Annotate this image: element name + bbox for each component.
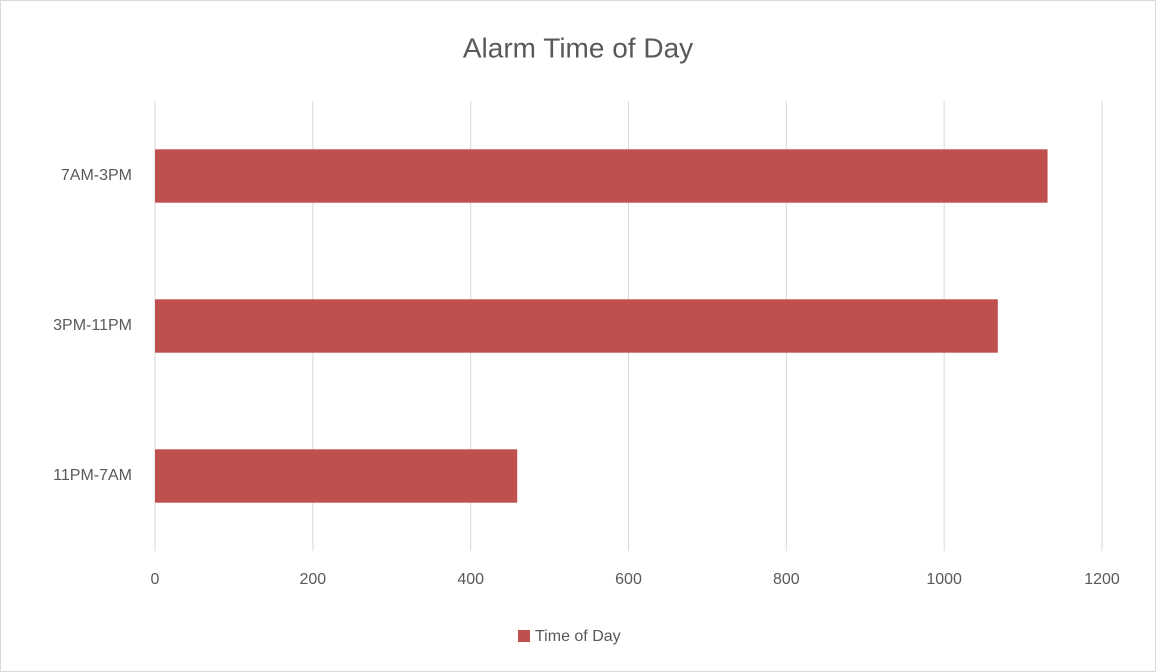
bar [155,449,518,503]
x-tick-label: 200 [299,571,326,588]
x-tick-label: 800 [773,571,800,588]
legend-swatch [518,630,530,642]
x-tick-label: 0 [151,571,160,588]
y-tick-label: 3PM-11PM [53,317,132,334]
x-tick-label: 600 [615,571,642,588]
legend-label: Time of Day [535,628,621,645]
chart-title: Alarm Time of Day [463,32,693,63]
y-tick-label: 7AM-3PM [61,167,132,184]
bar [155,149,1048,203]
bar [155,299,998,353]
x-tick-label: 400 [457,571,484,588]
y-tick-label: 11PM-7AM [53,467,132,484]
x-tick-label: 1200 [1084,571,1120,588]
x-tick-label: 1000 [926,571,962,588]
